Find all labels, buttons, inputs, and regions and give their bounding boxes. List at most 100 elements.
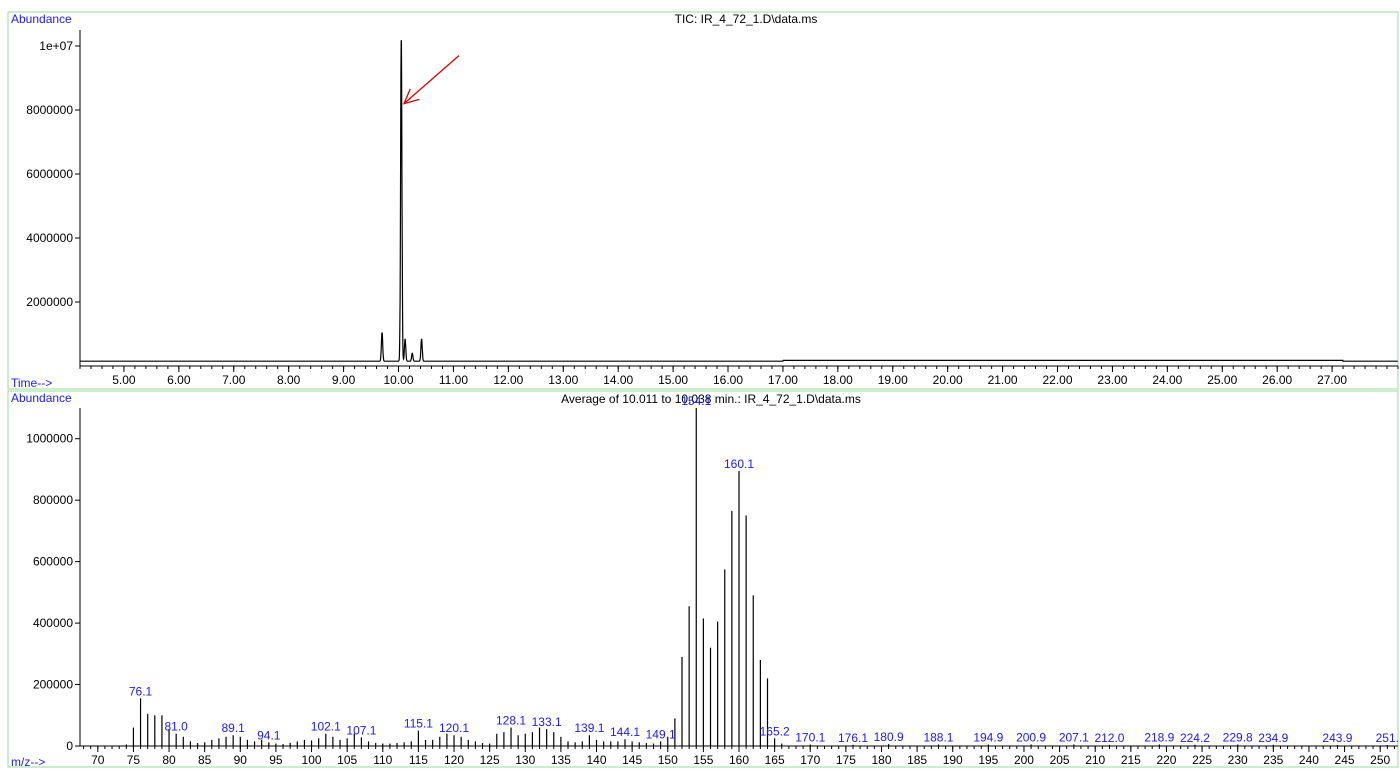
spectrum-peak-label: 229.8 — [1223, 730, 1253, 744]
spectrum-y-tick-label: 200000 — [33, 678, 73, 692]
spectrum-x-tick-label: 95 — [269, 753, 283, 767]
spectrum-peak-label: 200.9 — [1016, 730, 1046, 744]
tic-x-tick-label: 12.00 — [493, 373, 523, 387]
tic-x-tick-label: 9.00 — [332, 373, 356, 387]
spectrum-x-tick-label: 70 — [91, 753, 105, 767]
tic-x-tick-label: 27.00 — [1317, 373, 1347, 387]
spectrum-title: Average of 10.011 to 10.038 min.: IR_4_7… — [561, 392, 861, 406]
spectrum-x-tick-label: 105 — [337, 753, 357, 767]
spectrum-x-tick-label: 125 — [480, 753, 500, 767]
tic-xlabel: Time--> — [11, 376, 52, 390]
spectrum-peak-label: 180.9 — [874, 730, 904, 744]
spectrum-x-tick-label: 220 — [1156, 753, 1176, 767]
spectrum-x-tick-label: 205 — [1050, 753, 1070, 767]
spectrum-x-tick-label: 200 — [1014, 753, 1034, 767]
spectrum-peak-label: 139.1 — [574, 721, 604, 735]
spectrum-x-tick-label: 130 — [515, 753, 535, 767]
spectrum-x-tick-label: 115 — [409, 753, 428, 767]
spectrum-xlabel: m/z--> — [11, 755, 45, 769]
tic-x-tick-label: 17.00 — [768, 373, 798, 387]
red-arrow-shaft — [403, 55, 460, 105]
tic-x-tick-label: 19.00 — [878, 373, 908, 387]
tic-x-tick-label: 18.00 — [823, 373, 853, 387]
spectrum-y-tick-label: 0 — [66, 739, 73, 753]
spectrum-panel-frame — [7, 390, 1399, 768]
spectrum-x-tick-label: 210 — [1085, 753, 1105, 767]
spectrum-peak-label: 160.1 — [724, 457, 754, 471]
tic-x-tick-label: 24.00 — [1152, 373, 1182, 387]
tic-x-tick-label: 7.00 — [222, 373, 246, 387]
spectrum-peak-label: 102.1 — [311, 720, 341, 734]
spectrum-peak-label: 224.2 — [1180, 731, 1210, 745]
spectrum-peak-label: 107.1 — [346, 723, 376, 737]
spectrum-x-tick-label: 215 — [1121, 753, 1141, 767]
spectrum-peak-label: 176.1 — [838, 731, 868, 745]
red-arrow-head-icon — [402, 88, 420, 105]
spectrum-peak-label: 218.9 — [1144, 730, 1174, 744]
spectrum-x-tick-label: 195 — [978, 753, 998, 767]
spectrum-peak-label: 170.1 — [795, 730, 825, 744]
spectrum-x-tick-label: 190 — [943, 753, 963, 767]
tic-x-tick-label: 21.00 — [988, 373, 1018, 387]
spectrum-x-tick-label: 90 — [234, 753, 248, 767]
spectrum-peak-label: 89.1 — [221, 721, 245, 735]
spectrum-x-tick-label: 120 — [444, 753, 464, 767]
spectrum-x-tick-label: 185 — [907, 753, 927, 767]
tic-x-tick-label: 10.00 — [384, 373, 414, 387]
spectrum-peak-label: 115.1 — [404, 717, 433, 731]
spectrum-peak-label: 144.1 — [610, 725, 640, 739]
spectrum-peak-label: 194.9 — [973, 730, 1003, 744]
spectrum-peak-label: 149.1 — [646, 727, 676, 741]
spectrum-x-tick-label: 140 — [586, 753, 606, 767]
tic-x-tick-label: 11.00 — [439, 373, 468, 387]
spectrum-peak-label: 154.1 — [681, 394, 711, 408]
spectrum-x-tick-label: 165 — [765, 753, 785, 767]
spectrum-y-tick-label: 1000000 — [26, 432, 73, 446]
tic-annotation — [402, 55, 460, 105]
spectrum-ylabel: Abundance — [11, 391, 72, 405]
spectrum-x-tick-label: 170 — [800, 753, 820, 767]
tic-x-tick-label: 6.00 — [167, 373, 191, 387]
spectrum-x-tick-label: 160 — [729, 753, 749, 767]
spectrum-peak-label: 128.1 — [496, 714, 526, 728]
spectrum-x-tick-label: 145 — [622, 753, 642, 767]
tic-x-tick-label: 5.00 — [112, 373, 136, 387]
spectrum-x-tick-label: 180 — [871, 753, 891, 767]
spectrum-x-tick-label: 225 — [1192, 753, 1212, 767]
spectrum-peak-labels: 76.1 81.0 89.1 94.1 102.1 107.1 115.1 120.1 128.… — [129, 394, 1399, 745]
spectrum-x-tick-label: 135 — [551, 753, 571, 767]
spectrum-x-tick-label: 240 — [1299, 753, 1319, 767]
tic-x-tick-label: 23.00 — [1097, 373, 1127, 387]
spectrum-x-tick-label: 175 — [836, 753, 856, 767]
tic-y-tick-label: 4000000 — [26, 231, 73, 245]
tic-x-tick-label: 8.00 — [277, 373, 301, 387]
spectrum-x-tick-label: 100 — [302, 753, 322, 767]
tic-x-tick-label: 25.00 — [1207, 373, 1237, 387]
spectrum-peak-label: 207.1 — [1059, 730, 1089, 744]
spectrum-x-tick-label: 245 — [1335, 753, 1355, 767]
tic-trace — [80, 40, 1398, 362]
tic-ylabel: Abundance — [11, 12, 72, 26]
spectrum-y-tick-label: 400000 — [33, 616, 73, 630]
spectrum-x-tick-label: 75 — [127, 753, 141, 767]
spectrum-peak-label: 243.9 — [1322, 731, 1352, 745]
tic-x-tick-label: 15.00 — [658, 373, 688, 387]
tic-x-tick-label: 13.00 — [548, 373, 578, 387]
spectrum-peak-label: 251. — [1376, 731, 1399, 745]
spectrum-x-tick-label: 230 — [1228, 753, 1248, 767]
tic-x-tick-label: 20.00 — [933, 373, 963, 387]
tic-y-tick-label: 2000000 — [26, 295, 73, 309]
tic-x-tick-label: 22.00 — [1043, 373, 1073, 387]
spectrum-axes: 0 200000 400000 600000 800000 1000000 70 75 80 85… — [26, 408, 1398, 767]
spectrum-peak-label: 188.1 — [923, 730, 953, 744]
tic-axes: 2000000 4000000 6000000 8000000 1e+07 5.00 6.0… — [26, 30, 1399, 387]
tic-y-tick-label: 1e+07 — [39, 39, 73, 53]
spectrum-peak-label: 234.9 — [1258, 731, 1288, 745]
spectrum-y-tick-label: 600000 — [33, 555, 73, 569]
spectrum-x-tick-label: 80 — [162, 753, 176, 767]
tic-panel-frame — [7, 11, 1399, 390]
tic-title: TIC: IR_4_72_1.D\data.ms — [675, 12, 818, 26]
spectrum-x-tick-label: 250 — [1370, 753, 1390, 767]
spectrum-y-tick-label: 800000 — [33, 493, 73, 507]
